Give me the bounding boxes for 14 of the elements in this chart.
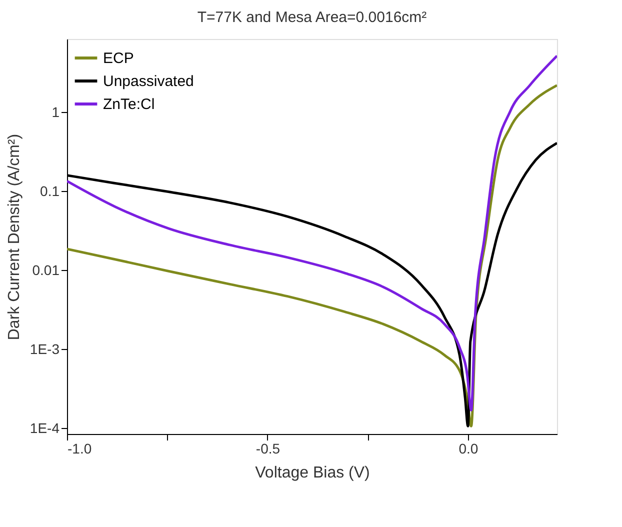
- y-tick-label: 1E-4: [30, 420, 60, 436]
- y-tick-label: 0.1: [40, 182, 60, 199]
- y-tick-label: 1E-3: [30, 340, 60, 357]
- x-axis-title: Voltage Bias (V): [255, 464, 370, 482]
- y-tick-label: 0.01: [32, 262, 60, 278]
- legend-label: Unpassivated: [103, 73, 194, 90]
- y-axis-title: Dark Current Density (A/cm²): [6, 134, 23, 340]
- legend-label: ECP: [103, 50, 134, 67]
- chart-title: T=77K and Mesa Area=0.0016cm²: [197, 9, 427, 26]
- y-tick-label: 1: [52, 104, 60, 120]
- legend-label: ZnTe:Cl: [103, 96, 155, 113]
- x-tick-label: -0.5: [256, 440, 280, 456]
- x-tick-label: -1.0: [68, 440, 92, 456]
- x-tick-label: 0.0: [458, 440, 478, 456]
